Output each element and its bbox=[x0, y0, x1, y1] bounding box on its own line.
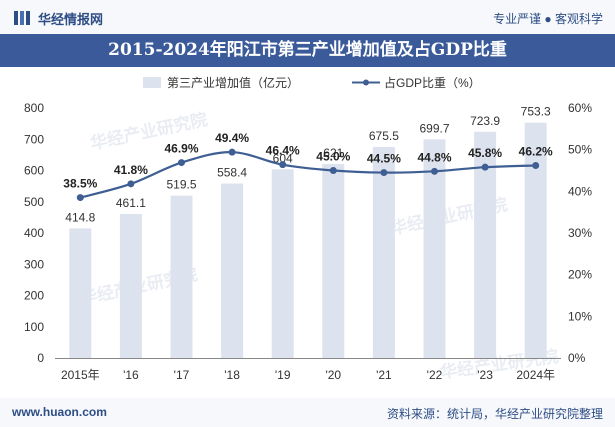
share-point bbox=[279, 161, 287, 169]
y-right-tick-label: 30% bbox=[568, 226, 592, 240]
share-value-label: 44.8% bbox=[417, 150, 451, 164]
top-bar: 华经情报网 专业严谨 ● 客观科学 bbox=[0, 0, 615, 34]
bar-value-label: 461.1 bbox=[116, 196, 146, 210]
share-value-label: 38.5% bbox=[63, 177, 97, 191]
tagline: 专业严谨 ● 客观科学 bbox=[493, 12, 603, 26]
share-point bbox=[532, 162, 540, 169]
share-point bbox=[228, 148, 236, 156]
legend-bar-swatch bbox=[143, 77, 161, 88]
share-point bbox=[76, 194, 84, 202]
y-left-tick-label: 200 bbox=[24, 289, 44, 303]
share-point bbox=[127, 180, 135, 188]
y-right-tick-label: 60% bbox=[568, 101, 592, 115]
share-value-label: 45.8% bbox=[468, 146, 502, 160]
share-value-label: 46.2% bbox=[519, 145, 553, 159]
x-tick-label: '19 bbox=[275, 368, 291, 382]
bar bbox=[524, 122, 547, 358]
x-tick-label: '16 bbox=[123, 368, 139, 382]
bar bbox=[271, 169, 294, 358]
share-line bbox=[80, 151, 536, 199]
bar bbox=[170, 195, 193, 358]
share-value-label: 46.4% bbox=[266, 144, 300, 158]
share-point bbox=[481, 163, 489, 171]
y-right-tick-label: 0% bbox=[568, 351, 586, 365]
bar-value-label: 699.7 bbox=[419, 121, 449, 135]
y-left-tick-label: 400 bbox=[24, 226, 44, 240]
y-left-tick-label: 800 bbox=[24, 101, 44, 115]
share-point bbox=[431, 167, 438, 175]
bar bbox=[119, 213, 142, 358]
y-left-tick-label: 700 bbox=[24, 132, 44, 146]
share-point bbox=[380, 169, 388, 177]
x-tick-label: '21 bbox=[376, 368, 392, 382]
bar bbox=[372, 146, 395, 358]
legend-line-marker bbox=[363, 79, 369, 86]
footer-bar: www.huaon.com 资料来源：统计局，华经产业研究院整理 bbox=[0, 398, 615, 427]
y-left-tick-label: 600 bbox=[24, 164, 44, 178]
share-point bbox=[329, 167, 337, 174]
logo-icon bbox=[14, 11, 30, 25]
y-right-tick-label: 10% bbox=[568, 309, 592, 323]
bar bbox=[322, 163, 345, 358]
brand-name: 华经情报网 bbox=[38, 12, 104, 27]
bar-value-label: 675.5 bbox=[369, 129, 399, 143]
y-left-tick-label: 100 bbox=[24, 320, 44, 334]
legend-bar-label: 第三产业增加值（亿元） bbox=[167, 75, 299, 90]
x-tick-label: 2015年 bbox=[61, 368, 100, 382]
bar bbox=[423, 139, 446, 358]
x-tick-label: '23 bbox=[477, 368, 493, 382]
y-left-tick-label: 500 bbox=[24, 195, 44, 209]
chart-title: 2015-2024年阳江市第三产业增加值及占GDP比重 bbox=[108, 40, 507, 60]
bar-value-label: 519.5 bbox=[166, 178, 196, 192]
y-right-tick-label: 40% bbox=[568, 184, 592, 198]
bar-value-label: 621 bbox=[323, 146, 343, 160]
share-value-label: 46.9% bbox=[164, 142, 198, 156]
bar bbox=[474, 131, 497, 358]
title-bar: 2015-2024年阳江市第三产业增加值及占GDP比重 bbox=[0, 34, 615, 67]
bar-value-label: 558.4 bbox=[217, 166, 247, 180]
x-tick-label: '22 bbox=[427, 368, 443, 382]
x-tick-label: '18 bbox=[224, 368, 240, 382]
bar-value-label: 604 bbox=[273, 151, 293, 165]
share-point bbox=[178, 159, 185, 167]
bar-value-label: 414.8 bbox=[65, 210, 95, 224]
share-value-label: 45.0% bbox=[316, 150, 350, 164]
legend-line-label: 占GDP比重（%） bbox=[384, 75, 481, 90]
x-tick-label: 2024年 bbox=[516, 368, 555, 382]
chart: 华经产业研究院华经产业研究院华经产业研究院华经产业研究院第三产业增加值（亿元）占… bbox=[24, 75, 592, 382]
bar bbox=[69, 228, 92, 358]
bar bbox=[221, 183, 244, 358]
bar-value-label: 723.9 bbox=[470, 114, 500, 128]
share-value-label: 49.4% bbox=[215, 131, 249, 145]
site-url[interactable]: www.huaon.com bbox=[12, 405, 107, 419]
y-left-tick-label: 0 bbox=[37, 351, 44, 365]
x-tick-label: '20 bbox=[325, 368, 341, 382]
source-note: 资料来源：统计局，华经产业研究院整理 bbox=[386, 407, 603, 421]
x-tick-label: '17 bbox=[174, 368, 190, 382]
share-value-label: 44.5% bbox=[367, 152, 401, 166]
y-right-tick-label: 50% bbox=[568, 143, 592, 157]
share-value-label: 41.8% bbox=[114, 163, 148, 177]
y-right-tick-label: 20% bbox=[568, 268, 592, 282]
y-left-tick-label: 300 bbox=[24, 257, 44, 271]
bar-value-label: 753.3 bbox=[521, 105, 551, 119]
